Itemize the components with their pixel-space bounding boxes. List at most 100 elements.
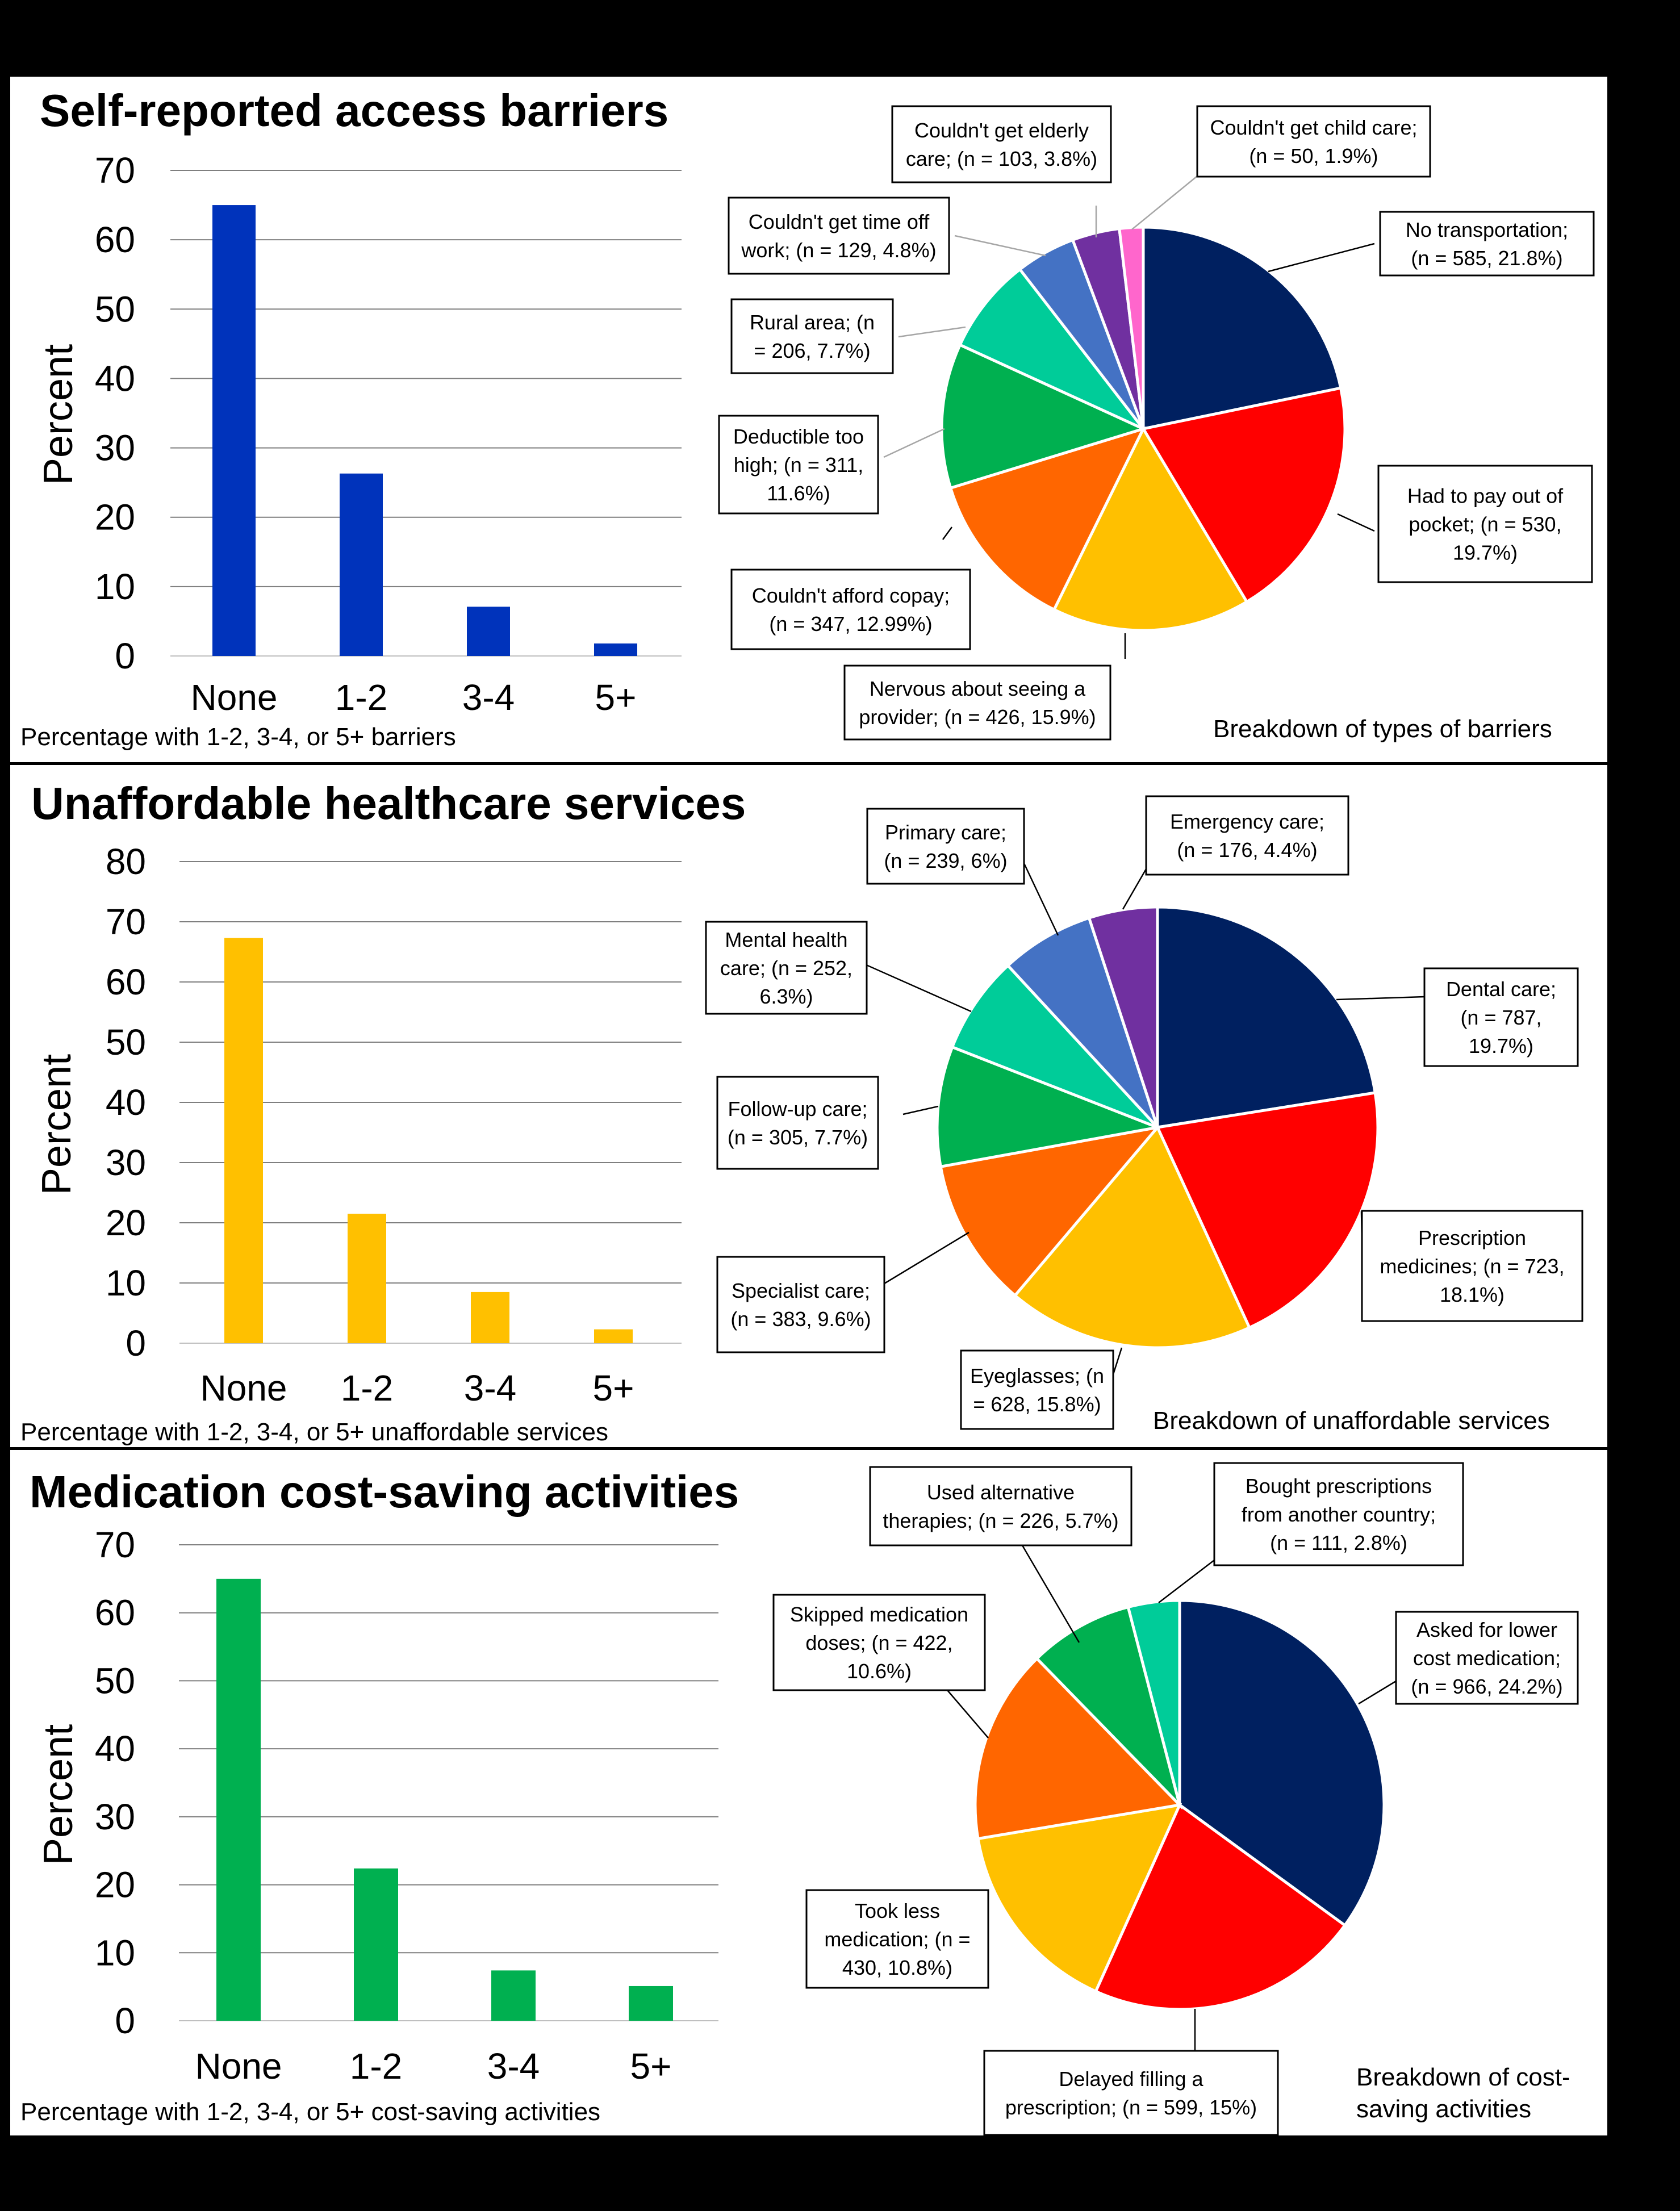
y-tick-label: 20	[106, 1202, 146, 1243]
pie-label-text: Mental health	[725, 928, 847, 951]
pie-label-text: Dental care;	[1446, 977, 1556, 1001]
pie-label-box	[730, 298, 894, 374]
leader-line	[1112, 1347, 1123, 1375]
pie-label-text: Couldn't get elderly	[914, 119, 1089, 142]
y-tick-label: 60	[95, 219, 135, 260]
pie-label-box	[983, 2050, 1279, 2136]
leader-line	[1021, 1545, 1080, 1643]
bar	[471, 1292, 509, 1343]
bar-caption: Percentage with 1-2, 3-4, or 5+ unafford…	[20, 1418, 608, 1446]
pie-label-box	[716, 1076, 879, 1170]
pie-label-text: care; (n = 252,	[720, 956, 852, 980]
y-tick-label: 30	[106, 1142, 146, 1183]
pie-label-box	[805, 1889, 989, 1989]
pie-label-text: doses; (n = 422,	[805, 1631, 952, 1654]
pie-label-box	[843, 664, 1111, 741]
pie-label-text: Eyeglasses; (n	[970, 1364, 1104, 1387]
pie-label-text: No transportation;	[1406, 218, 1568, 241]
leader-line	[942, 526, 953, 540]
pie-label-text: (n = 176, 4.4%)	[1177, 838, 1317, 862]
pie-label-box	[730, 569, 971, 650]
pie-label-box	[866, 808, 1025, 885]
y-tick-label: 30	[95, 1796, 135, 1837]
y-tick-label: 40	[95, 358, 135, 399]
pie-slice	[1118, 225, 1145, 429]
y-tick-label: 60	[106, 962, 146, 1002]
panels: Self-reported access barriers 0 10 20 30 40 50…	[20, 85, 1595, 2136]
y-tick-label: 10	[106, 1263, 146, 1303]
leader-line	[1023, 863, 1059, 936]
pie-label-text: work; (n = 129, 4.8%)	[741, 239, 936, 262]
x-category-label: 5+	[630, 2046, 672, 2087]
panel-divider-2	[10, 1447, 1607, 1450]
leader-line	[1122, 868, 1147, 910]
bar	[629, 1986, 673, 2021]
panel-divider-1	[10, 762, 1607, 765]
pie-slice	[958, 267, 1144, 431]
pie-slice	[1155, 1091, 1380, 1330]
pie-label-text: (n = 966, 24.2%)	[1411, 1675, 1562, 1698]
pie-label-text: Nervous about seeing a	[870, 677, 1086, 700]
leader-line	[1158, 1560, 1215, 1603]
bar	[467, 607, 510, 656]
x-category-label: 5+	[593, 1368, 634, 1408]
y-tick-label: 20	[95, 497, 135, 538]
bar	[354, 1868, 398, 2021]
pie-label-text: (n = 111, 2.8%)	[1270, 1531, 1407, 1554]
pie-label-text: 18.1%)	[1440, 1283, 1505, 1306]
pie-label-text: (n = 239, 6%)	[884, 849, 1007, 872]
pie-label-box	[1395, 1611, 1579, 1705]
pie-label-text: from another country;	[1242, 1503, 1436, 1526]
pie-label-text: Delayed filling a	[1059, 2067, 1203, 2091]
pie-label-box	[772, 1594, 986, 1691]
y-tick-label: 70	[106, 901, 146, 942]
pie-slice	[1035, 1605, 1182, 1810]
pie-label-text: 10.6%)	[847, 1660, 912, 1683]
pie-label-text: (n = 347, 12.99%)	[769, 612, 932, 636]
pie-label-text: prescription; (n = 599, 15%)	[1005, 2096, 1257, 2119]
pie-label-text: Primary care;	[885, 821, 1006, 844]
pie-label-text: (n = 50, 1.9%)	[1249, 144, 1378, 168]
pie-label-text: medicines; (n = 723,	[1380, 1255, 1564, 1278]
x-category-label: 3-4	[487, 2046, 540, 2087]
pie-label-text: (n = 383, 9.6%)	[730, 1307, 871, 1331]
pie-label-text: Specialist care;	[732, 1279, 870, 1302]
pie-label-text: Follow-up care;	[728, 1097, 867, 1121]
leader-line	[898, 326, 966, 338]
y-tick-label: 60	[95, 1593, 135, 1633]
pie-slice	[1126, 1599, 1181, 1805]
leader-line	[1336, 996, 1425, 1001]
pie-label-text: Took less	[855, 1899, 940, 1922]
pie-slice	[1052, 425, 1249, 632]
pie-caption: Breakdown of types of barriers	[1213, 715, 1552, 743]
y-tick-label: 50	[95, 289, 135, 329]
pie-caption: saving activities	[1356, 2095, 1531, 2123]
pie-label-box	[1145, 795, 1349, 876]
pie-label-box	[716, 1256, 885, 1353]
x-category-label: None	[195, 2046, 282, 2087]
pie-slice	[939, 1125, 1161, 1298]
x-category-label: None	[191, 677, 278, 718]
pie-slice	[950, 963, 1159, 1129]
pie-label-box	[869, 1466, 1132, 1547]
pie-label-text: 6.3%)	[759, 985, 813, 1008]
y-tick-label: 10	[95, 566, 135, 607]
pie-label-text: = 628, 15.8%)	[973, 1393, 1101, 1416]
y-tick-label: 70	[95, 1524, 135, 1565]
y-axis-label: Percent	[36, 1724, 81, 1865]
leader-line	[1358, 1680, 1397, 1705]
y-tick-label: 40	[106, 1082, 146, 1123]
pie-slice	[1156, 905, 1377, 1129]
pie-label-text: cost medication;	[1413, 1646, 1561, 1670]
leader-line	[947, 1690, 989, 1738]
x-category-label: 5+	[595, 677, 637, 718]
pie-label-box	[718, 415, 879, 515]
pie-slice	[1178, 1599, 1386, 1928]
leader-line	[883, 428, 945, 458]
x-category-label: None	[200, 1368, 287, 1408]
pie-label-text: Used alternative	[927, 1481, 1075, 1504]
pie-label-text: Couldn't get child care;	[1210, 116, 1417, 139]
pie-label-text: 11.6%)	[767, 482, 830, 505]
pie-label-box	[960, 1349, 1114, 1430]
